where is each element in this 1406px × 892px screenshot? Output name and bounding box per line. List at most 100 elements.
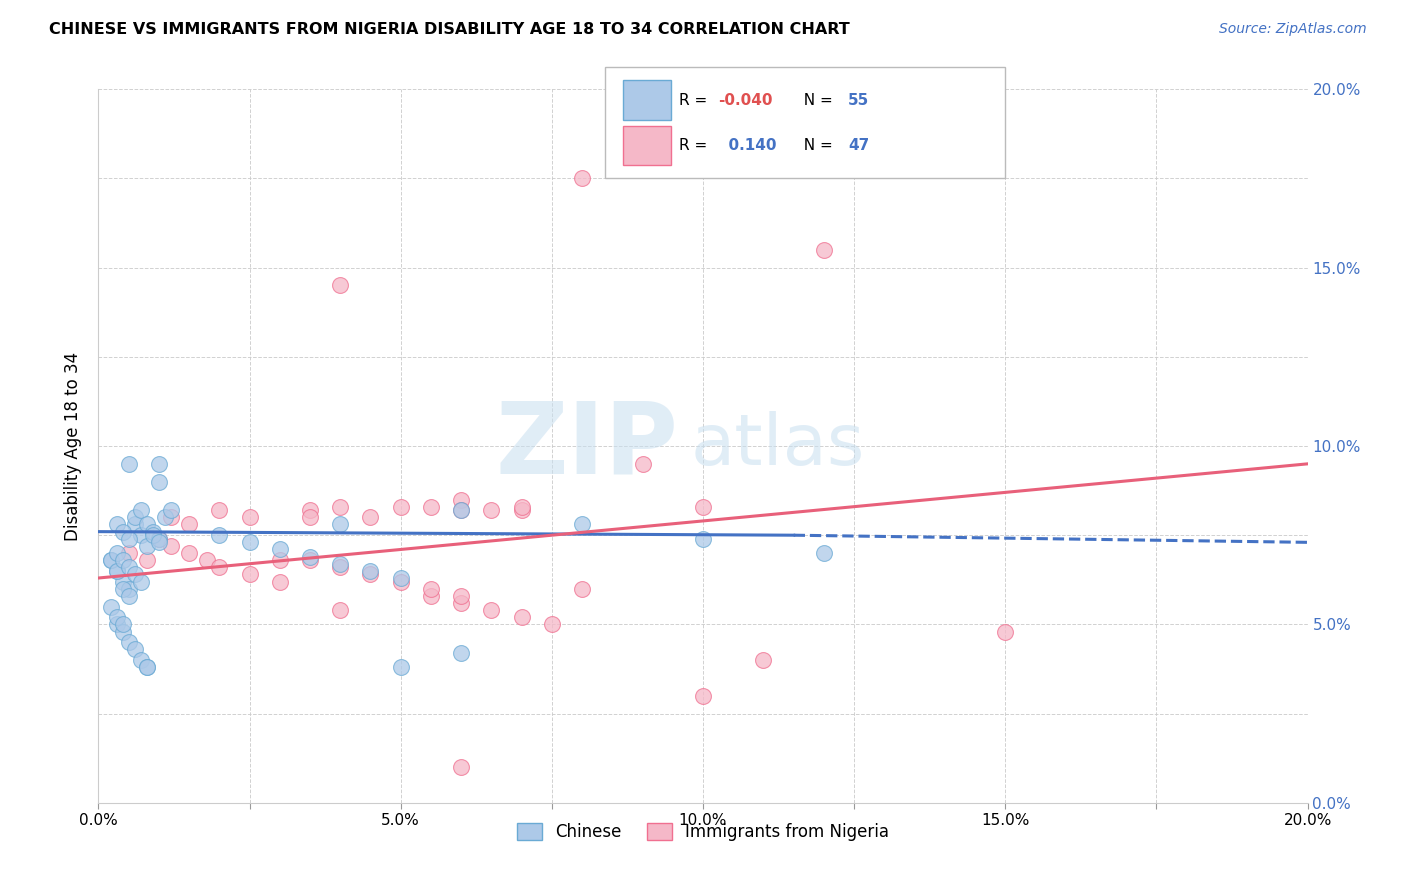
- Point: [360, 567, 382, 582]
- Point: [148, 457, 170, 471]
- Point: [420, 500, 443, 514]
- Text: 0.140: 0.140: [718, 137, 778, 153]
- Point: [813, 546, 835, 560]
- Text: R =: R =: [679, 137, 713, 153]
- Point: [195, 553, 218, 567]
- Point: [631, 457, 654, 471]
- Point: [100, 553, 122, 567]
- Text: ZIP: ZIP: [496, 398, 679, 494]
- Point: [153, 510, 176, 524]
- Point: [329, 517, 352, 532]
- Point: [129, 528, 152, 542]
- Point: [135, 539, 157, 553]
- Point: [129, 503, 152, 517]
- Point: [420, 589, 443, 603]
- Text: CHINESE VS IMMIGRANTS FROM NIGERIA DISABILITY AGE 18 TO 34 CORRELATION CHART: CHINESE VS IMMIGRANTS FROM NIGERIA DISAB…: [49, 22, 851, 37]
- Point: [269, 574, 291, 589]
- Point: [299, 549, 322, 564]
- Point: [148, 532, 170, 546]
- Point: [571, 582, 593, 596]
- Point: [148, 532, 170, 546]
- Point: [208, 528, 231, 542]
- Point: [135, 553, 157, 567]
- Point: [692, 532, 714, 546]
- Point: [450, 503, 472, 517]
- Point: [299, 503, 322, 517]
- Point: [239, 567, 262, 582]
- Point: [142, 524, 165, 539]
- Point: [360, 564, 382, 578]
- Point: [360, 510, 382, 524]
- Point: [129, 653, 152, 667]
- Point: [481, 603, 503, 617]
- Point: [118, 560, 141, 574]
- Point: [100, 599, 122, 614]
- Point: [111, 582, 134, 596]
- Point: [329, 560, 352, 574]
- Text: N =: N =: [794, 137, 838, 153]
- Point: [692, 689, 714, 703]
- Point: [160, 539, 183, 553]
- Point: [540, 617, 562, 632]
- Point: [269, 553, 291, 567]
- Point: [994, 624, 1017, 639]
- Point: [450, 646, 472, 660]
- Point: [124, 567, 146, 582]
- Point: [450, 503, 472, 517]
- Point: [135, 660, 157, 674]
- Point: [124, 517, 146, 532]
- Point: [135, 517, 157, 532]
- Point: [105, 546, 128, 560]
- Point: [299, 510, 322, 524]
- Point: [450, 589, 472, 603]
- Point: [100, 553, 122, 567]
- Point: [389, 660, 412, 674]
- Point: [118, 457, 141, 471]
- Point: [111, 617, 134, 632]
- Point: [510, 503, 533, 517]
- Point: [329, 500, 352, 514]
- Point: [111, 553, 134, 567]
- Point: [160, 510, 183, 524]
- Point: [450, 492, 472, 507]
- Text: 47: 47: [848, 137, 869, 153]
- Point: [299, 553, 322, 567]
- Point: [450, 596, 472, 610]
- Point: [179, 546, 201, 560]
- Y-axis label: Disability Age 18 to 34: Disability Age 18 to 34: [65, 351, 83, 541]
- Point: [148, 475, 170, 489]
- Point: [389, 500, 412, 514]
- Point: [105, 517, 128, 532]
- Point: [118, 635, 141, 649]
- Point: [105, 564, 128, 578]
- Point: [105, 610, 128, 624]
- Point: [571, 517, 593, 532]
- Point: [118, 546, 141, 560]
- Point: [571, 171, 593, 186]
- Point: [179, 517, 201, 532]
- Text: R =: R =: [679, 93, 713, 108]
- Point: [111, 524, 134, 539]
- Point: [105, 564, 128, 578]
- Text: 55: 55: [848, 93, 869, 108]
- Point: [160, 503, 183, 517]
- Point: [420, 582, 443, 596]
- Point: [481, 503, 503, 517]
- Point: [208, 560, 231, 574]
- Point: [329, 278, 352, 293]
- Text: atlas: atlas: [690, 411, 865, 481]
- Text: Source: ZipAtlas.com: Source: ZipAtlas.com: [1219, 22, 1367, 37]
- Point: [269, 542, 291, 557]
- Point: [124, 642, 146, 657]
- Point: [142, 528, 165, 542]
- Point: [129, 574, 152, 589]
- Point: [692, 500, 714, 514]
- Point: [239, 535, 262, 549]
- Point: [752, 653, 775, 667]
- Point: [813, 243, 835, 257]
- Point: [111, 574, 134, 589]
- Text: N =: N =: [794, 93, 838, 108]
- Point: [329, 557, 352, 571]
- Point: [118, 582, 141, 596]
- Point: [208, 503, 231, 517]
